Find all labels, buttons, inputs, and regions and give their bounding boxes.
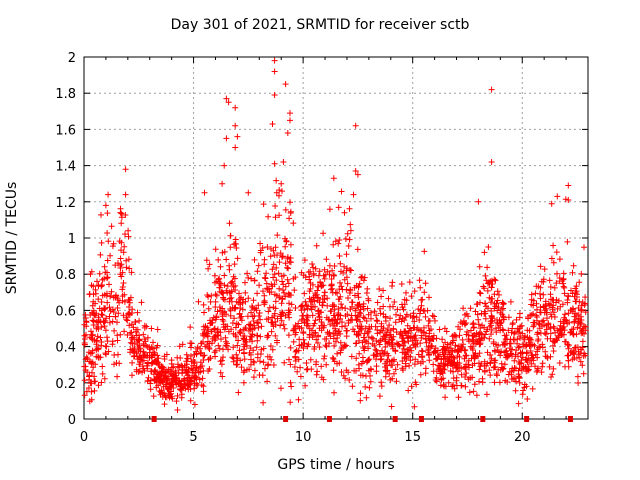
x-tick-label: 5 [189,430,197,445]
y-tick-label: 0.2 [55,377,76,392]
gap-marker [524,416,530,422]
gap-marker [567,416,573,422]
y-tick-label: 0.4 [55,341,76,356]
chart-title: Day 301 of 2021, SRMTID for receiver sct… [170,17,470,33]
y-tick-label: 2 [68,51,76,66]
x-axis-label: GPS time / hours [277,457,395,473]
x-tick-label: 0 [80,430,88,445]
y-tick-label: 1.6 [55,123,76,138]
gap-marker [392,416,398,422]
y-tick-label: 1 [68,232,76,247]
gap-marker [283,416,289,422]
gap-marker [480,416,486,422]
data-points [81,57,589,413]
y-tick-label: 0.8 [55,268,76,283]
gap-marker [418,416,424,422]
y-tick-label: 0 [68,413,76,428]
x-tick-label: 15 [404,430,421,445]
x-tick-label: 10 [295,430,312,445]
y-tick-label: 1.2 [55,196,76,211]
y-axis-label: SRMTID / TECUs [4,181,20,295]
scatter-points [81,57,589,413]
y-tick-label: 1.4 [55,160,76,175]
y-tick-label: 1.8 [55,87,76,102]
x-tick-label: 20 [514,430,531,445]
y-tick-label: 0.6 [55,304,76,319]
gap-marker [151,416,157,422]
gap-marker [326,416,332,422]
